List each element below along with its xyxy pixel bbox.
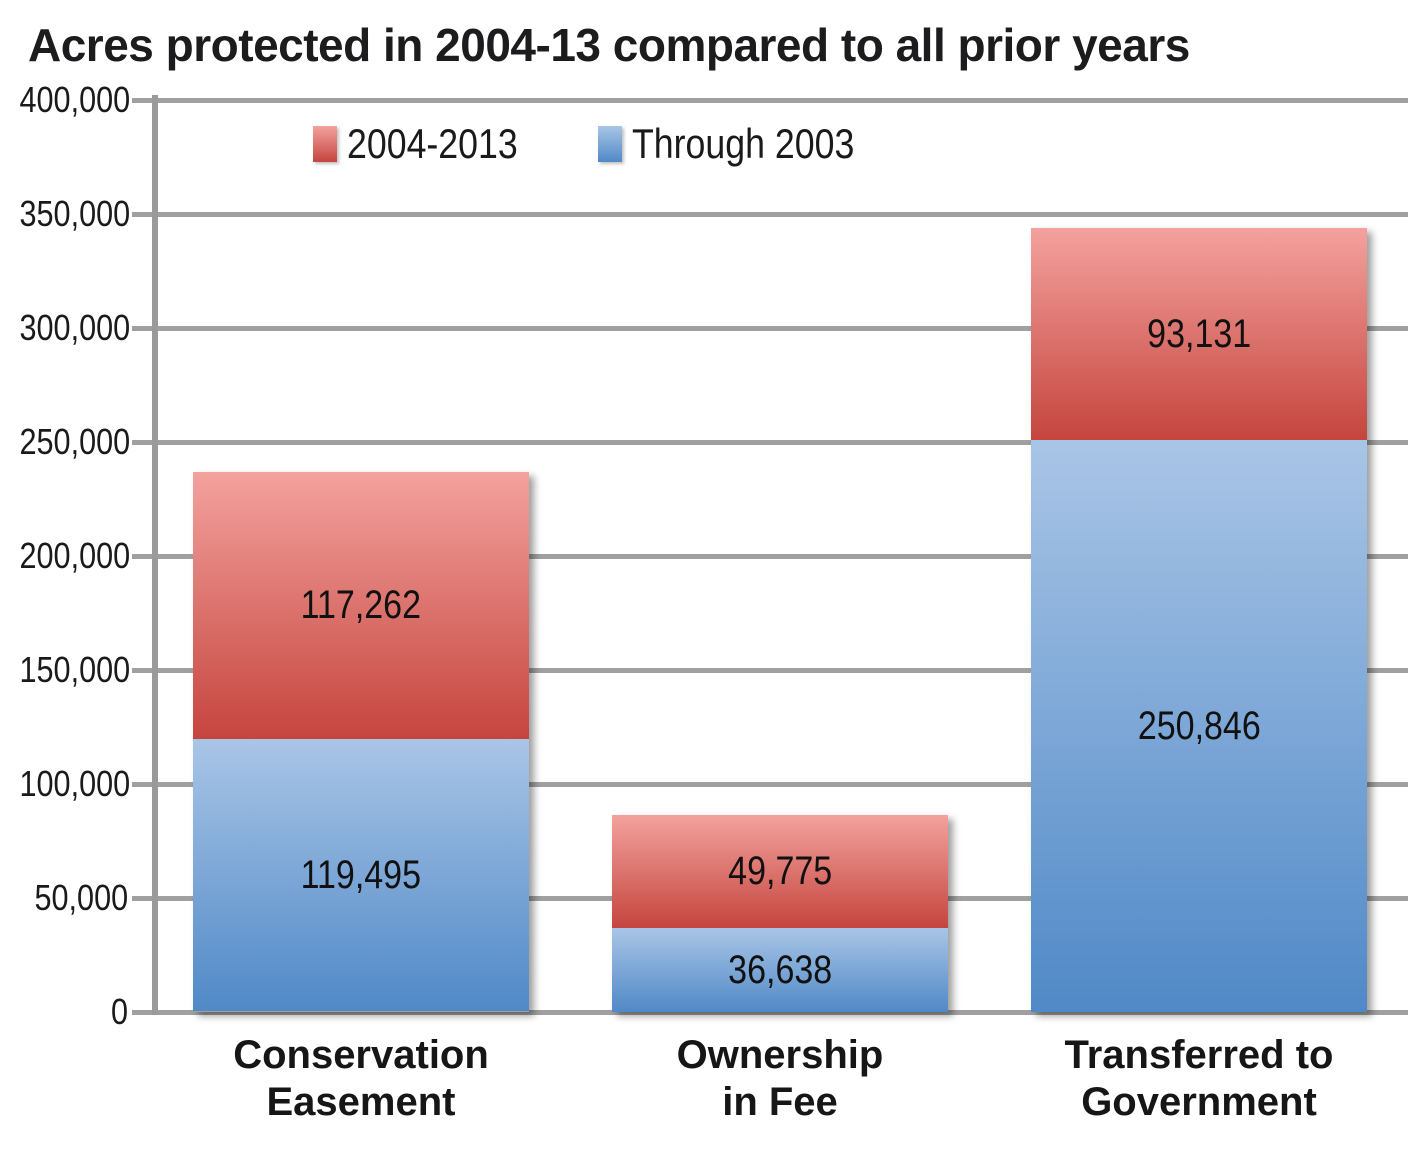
gridline [152, 782, 1408, 787]
y-axis-tick [132, 782, 154, 787]
y-axis-tick [132, 326, 154, 331]
legend-swatch-through-2003 [597, 126, 622, 162]
y-axis-tick [132, 1010, 154, 1015]
legend-item-through-2003: Through 2003 [597, 120, 894, 168]
value-label: 250,846 [1137, 703, 1261, 748]
gridline [152, 1010, 1408, 1015]
y-axis-tick [132, 554, 154, 559]
y-tick-label-text: 0 [110, 991, 128, 1032]
y-tick-label-text: 50,000 [34, 877, 128, 918]
legend-label: 2004-2013 [347, 120, 518, 167]
gridline [152, 326, 1408, 331]
bar-ownership-in-fee: 49,775 36,638 [612, 815, 948, 1012]
legend: 2004-2013 Through 2003 [313, 120, 893, 168]
y-tick-label: 200,000 [0, 535, 131, 576]
bar-segment-through-2003: 250,846 [1031, 440, 1367, 1012]
x-category-label-ownership-in-fee: Ownership in Fee [676, 1033, 884, 1124]
x-category-label-transferred-to-government: Transferred to Government [1064, 1033, 1334, 1124]
y-tick-label-text: 200,000 [19, 535, 131, 576]
bar-segment-through-2003: 36,638 [612, 928, 948, 1012]
value-label: 119,495 [300, 852, 422, 897]
gridline [152, 440, 1408, 445]
bar-segment-2004-2013: 49,775 [612, 815, 948, 928]
y-tick-label: 50,000 [0, 879, 128, 917]
y-tick-label: 350,000 [0, 193, 131, 234]
value-label: 117,262 [300, 583, 422, 627]
legend-item-2004-2013: 2004-2013 [313, 120, 548, 168]
y-tick-label-text: 300,000 [19, 307, 131, 348]
y-tick-label-text: 100,000 [19, 763, 131, 804]
gridline [152, 98, 1408, 103]
bar-segment-through-2003: 119,495 [193, 739, 529, 1011]
bar-segment-2004-2013: 117,262 [193, 472, 529, 739]
bar-segment-2004-2013: 93,131 [1031, 228, 1367, 440]
value-label: 36,638 [728, 947, 832, 992]
bar-transferred-to-government: 93,131 250,846 [1031, 228, 1367, 1012]
gridline [152, 668, 1408, 673]
legend-label: Through 2003 [631, 120, 855, 167]
y-axis-tick [132, 896, 154, 901]
y-tick-label: 100,000 [0, 763, 131, 804]
y-tick-label-text: 400,000 [19, 79, 131, 120]
y-tick-label: 400,000 [0, 79, 131, 120]
value-label: 93,131 [1147, 311, 1251, 356]
y-tick-label-text: 250,000 [19, 421, 131, 462]
x-category-label-conservation-easement: Conservation Easement [233, 1033, 489, 1124]
legend-swatch-2004-2013 [313, 126, 337, 162]
bar-conservation-easement: 117,262 119,495 [193, 472, 529, 1012]
y-axis-tick [132, 440, 154, 445]
y-tick-label: 150,000 [0, 649, 131, 690]
y-tick-label-text: 150,000 [19, 649, 131, 690]
y-tick-label: 250,000 [0, 421, 131, 462]
y-tick-label-text: 350,000 [19, 193, 131, 234]
y-axis-line [152, 95, 158, 1015]
chart-title: Acres protected in 2004-13 compared to a… [28, 19, 1190, 71]
value-label: 49,775 [728, 849, 832, 893]
gridline [152, 212, 1408, 217]
y-axis-tick [132, 212, 154, 217]
y-tick-label: 0 [0, 993, 128, 1031]
y-axis-tick [132, 668, 154, 673]
gridline [152, 554, 1408, 559]
y-tick-label: 300,000 [0, 307, 131, 348]
y-axis-tick [132, 98, 154, 103]
